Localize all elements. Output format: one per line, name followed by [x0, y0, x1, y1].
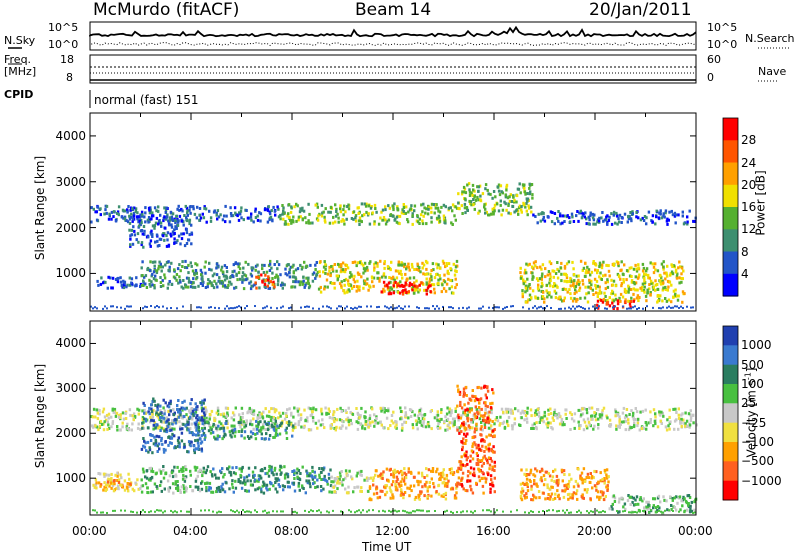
beam-title: Beam 14	[355, 0, 432, 20]
power-band-9	[380, 280, 432, 296]
freq-tick-bottom: 8	[66, 71, 73, 84]
nsearch-tick-top: 10^5	[707, 21, 738, 34]
velocity-band-10	[519, 467, 610, 502]
velocity-colorbar-tick-6: −500	[741, 454, 774, 469]
x-tick-label-2: 08:00	[274, 524, 309, 538]
power-colorbar-cell-0	[723, 118, 738, 141]
power-colorbar-cell-1	[723, 140, 738, 164]
power-band-8	[317, 259, 459, 295]
power-colorbar-cell-6	[723, 251, 738, 275]
velocity-colorbar-cell-5	[723, 422, 738, 443]
power-ytick-label-1: 3000	[55, 174, 86, 189]
velocity-band-3	[92, 471, 143, 493]
velocity-colorbar-cell-7	[723, 461, 738, 482]
power-colorbar-tick-5: 8	[741, 244, 749, 259]
velocity-colorbar-cell-2	[723, 364, 738, 385]
velocity-band-4	[97, 478, 133, 490]
power-colorbar-tick-3: 16	[741, 200, 757, 214]
power-band-5	[96, 275, 143, 290]
freq-unit: [MHz]	[4, 65, 37, 78]
date-title: 20/Jan/2011	[589, 0, 692, 20]
power-ytick-label-0: 4000	[55, 128, 86, 143]
nave-tick-bottom: 0	[707, 71, 714, 84]
power-colorbar-tick-1: 24	[741, 155, 757, 170]
velocity-colorbar-cell-0	[723, 326, 738, 346]
x-tick-label-6: 00:00	[678, 524, 713, 538]
velocity-band-11	[608, 494, 698, 515]
nsky-tick-top: 10^5	[48, 21, 79, 34]
velocity-colorbar-tick-3: 25	[741, 396, 757, 411]
velocity-band-1	[140, 397, 206, 455]
power-colorbar-tick-0: 28	[741, 133, 757, 148]
velocity-band-2	[203, 419, 295, 441]
velocity-colorbar-cell-6	[723, 442, 738, 462]
velocity-colorbar-cell-4	[723, 403, 738, 424]
freq-panel-frame	[89, 54, 697, 84]
power-colorbar-cell-2	[723, 162, 738, 186]
x-tick-label-4: 16:00	[476, 524, 511, 538]
velocity-ytick-label-2: 2000	[55, 426, 86, 441]
x-tick-label-5: 20:00	[577, 524, 612, 538]
power-band-10	[519, 259, 686, 304]
x-tick-label-1: 04:00	[173, 524, 208, 538]
nsky-trace	[89, 25, 697, 38]
power-band-1	[279, 202, 459, 226]
power-colorbar-frame	[722, 117, 739, 297]
velocity-near-range	[92, 509, 696, 514]
nsearch-trace	[89, 41, 697, 47]
freq-label: Freq.	[4, 53, 32, 66]
power-band-2	[457, 182, 534, 217]
nsearch-tick-bottom: 10^0	[707, 38, 738, 51]
power-band-0	[90, 204, 282, 224]
power-band-3	[532, 209, 697, 226]
power-colorbar-cell-7	[723, 273, 738, 297]
station-title: McMurdo (fitACF)	[93, 0, 240, 20]
power-band-4	[128, 213, 194, 249]
nsearch-label: N.Search	[745, 32, 795, 45]
power-ytick-label-3: 1000	[55, 266, 86, 281]
velocity-ytick-label-3: 1000	[55, 471, 86, 486]
velocity-colorbar-tick-5: −100	[741, 435, 774, 449]
cpid-value: normal (fast) 151	[94, 93, 199, 107]
velocity-colorbar-tick-7: −1000	[741, 473, 782, 488]
velocity-colorbar-cell-1	[723, 345, 738, 366]
velocity-colorbar-tick-4: −25	[741, 415, 767, 430]
x-tick-label-3: 12:00	[375, 524, 410, 538]
velocity-band-8	[368, 467, 459, 502]
power-colorbar-cell-5	[723, 229, 738, 253]
velocity-colorbar-tick-2: 100	[741, 377, 764, 391]
nsky-tick-bottom: 10^0	[48, 38, 79, 51]
velocity-band-7	[330, 469, 370, 495]
power-colorbar-cell-3	[723, 184, 738, 208]
nsky-label: N.Sky	[4, 34, 36, 47]
x-tick-label-0: 00:00	[72, 524, 107, 538]
velocity-colorbar-tick-0: 1000	[741, 338, 772, 353]
x-axis-title: Time UT	[362, 540, 412, 554]
velocity-ytick-label-1: 3000	[55, 381, 86, 396]
cpid-label: CPID	[4, 88, 34, 101]
velocity-band-6	[204, 464, 333, 495]
power-band-6	[140, 259, 319, 291]
power-colorbar-cell-4	[723, 207, 738, 230]
power-near-range	[90, 305, 694, 310]
velocity-colorbar-cell-3	[723, 384, 738, 404]
velocity-ytick-label-0: 4000	[55, 336, 86, 351]
velocity-band-5	[140, 465, 205, 495]
power-ytick-label-2: 2000	[55, 220, 86, 235]
velocity-band-9	[456, 384, 497, 495]
nave-label: Nave	[758, 65, 787, 78]
velocity-colorbar-frame	[722, 325, 739, 501]
power-colorbar-tick-2: 20	[741, 177, 757, 192]
power-band-7	[254, 273, 276, 290]
velocity-colorbar-cell-8	[723, 480, 738, 501]
velocity-colorbar-tick-1: 500	[741, 357, 764, 372]
power-colorbar-tick-6: 4	[741, 266, 749, 281]
nave-tick-top: 60	[707, 53, 721, 66]
power-colorbar-tick-4: 12	[741, 222, 757, 237]
freq-tick-top: 18	[60, 53, 74, 66]
